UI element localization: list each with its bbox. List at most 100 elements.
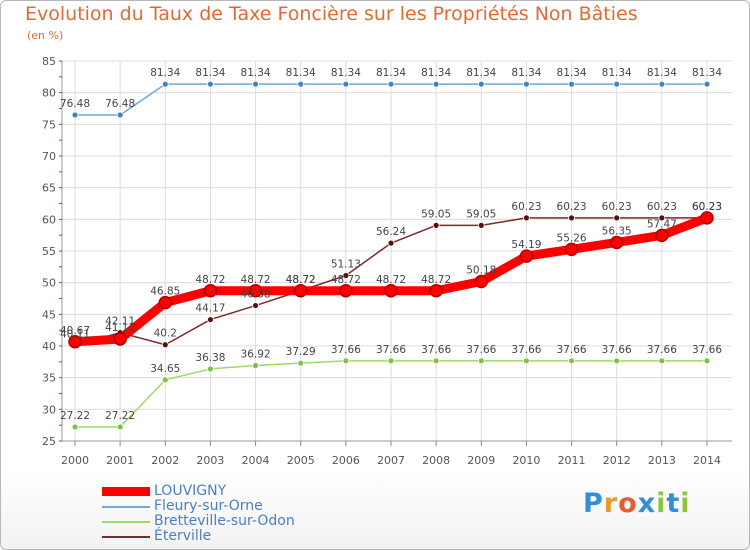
data-point-3 [613, 214, 621, 222]
y-tick-label: 60 [42, 213, 56, 226]
data-point-1 [71, 111, 79, 119]
data-label: 40.67 [60, 325, 90, 337]
data-point-2 [207, 365, 214, 373]
data-point-1 [432, 80, 440, 88]
data-point-3 [207, 316, 214, 323]
data-label: 81.34 [602, 67, 632, 79]
data-point-3 [432, 221, 440, 229]
data-label: 60.23 [511, 201, 541, 213]
data-label: 48.72 [195, 274, 225, 286]
data-label: 27.22 [60, 410, 90, 422]
data-label: 37.66 [692, 344, 722, 356]
y-tick-label: 80 [42, 87, 56, 100]
data-point-2 [161, 376, 169, 384]
data-label: 37.29 [286, 346, 316, 358]
data-label: 60.23 [602, 201, 632, 213]
chart-subtitle: (en %) [27, 29, 64, 42]
data-point-3 [568, 214, 575, 222]
x-tick-label: 2010 [512, 454, 540, 467]
data-label: 36.92 [241, 349, 271, 361]
data-point-0 [113, 332, 127, 346]
data-point-1 [297, 80, 305, 88]
x-tick-label: 2001 [106, 454, 134, 467]
legend-label: Éterville [154, 528, 212, 544]
data-point-1 [477, 80, 485, 88]
data-point-0 [429, 284, 443, 298]
data-label: 48.72 [286, 274, 316, 286]
data-label: 37.66 [647, 344, 677, 356]
data-label: 60.23 [557, 201, 587, 213]
legend-swatch [102, 506, 150, 508]
data-point-3 [252, 302, 259, 309]
legend-swatch [102, 536, 150, 538]
chart-title: Evolution du Taux de Taxe Foncière sur l… [25, 3, 638, 25]
x-tick-label: 2007 [377, 454, 405, 467]
data-label: 56.35 [602, 225, 632, 237]
data-label: 81.34 [511, 67, 541, 79]
data-label: 59.05 [466, 208, 496, 220]
data-point-1 [658, 80, 666, 88]
y-tick-label: 65 [42, 182, 56, 195]
data-label: 40.2 [154, 328, 177, 340]
data-label: 81.34 [241, 67, 271, 79]
data-point-2 [658, 357, 666, 365]
y-tick-label: 45 [42, 308, 56, 321]
legend-item: LOUVIGNY [102, 483, 332, 499]
data-label: 37.66 [511, 344, 541, 356]
data-label: 81.34 [376, 67, 406, 79]
data-point-1 [342, 80, 350, 88]
proxiti-logo: Proxiti [583, 488, 691, 519]
y-tick-label: 30 [42, 403, 56, 416]
x-tick-label: 2008 [422, 454, 450, 467]
data-label: 81.34 [692, 67, 722, 79]
y-tick-label: 35 [42, 372, 56, 385]
data-label: 81.34 [466, 67, 496, 79]
data-point-1 [116, 111, 124, 119]
legend-label: Bretteville-sur-Odon [154, 513, 295, 529]
x-tick-label: 2012 [603, 454, 631, 467]
data-label: 44.17 [195, 303, 225, 315]
logo-letter: t [666, 488, 681, 519]
data-label: 48.72 [241, 274, 271, 286]
data-point-0 [384, 284, 398, 298]
data-label: 81.34 [421, 67, 451, 79]
data-label: 46.38 [241, 289, 271, 301]
data-point-2 [342, 357, 350, 365]
data-label: 48.72 [286, 274, 316, 286]
data-label: 51.13 [331, 259, 361, 271]
data-label: 55.26 [557, 232, 587, 244]
data-point-2 [523, 357, 530, 365]
data-point-3 [387, 239, 395, 247]
y-tick-label: 55 [42, 245, 56, 258]
data-point-0 [68, 335, 82, 349]
data-label: 76.48 [105, 98, 135, 110]
data-label: 81.34 [195, 67, 225, 79]
data-label: 46.85 [150, 286, 180, 298]
data-label: 76.48 [60, 98, 90, 110]
data-label: 60.23 [692, 201, 722, 213]
data-point-2 [613, 357, 621, 365]
data-label: 48.72 [376, 274, 406, 286]
data-point-1 [523, 80, 530, 88]
data-point-2 [71, 423, 79, 431]
data-label: 37.66 [421, 344, 451, 356]
data-label: 57.47 [647, 218, 677, 230]
data-label: 37.66 [557, 344, 587, 356]
x-tick-label: 2005 [287, 454, 315, 467]
data-point-0 [564, 242, 579, 257]
data-point-2 [252, 362, 259, 369]
data-point-0 [203, 284, 218, 298]
data-label: 59.05 [421, 208, 451, 220]
data-point-0 [339, 284, 353, 298]
data-point-1 [613, 80, 621, 88]
x-tick-label: 2006 [332, 454, 360, 467]
data-label: 42.11 [105, 316, 135, 328]
data-label: 81.34 [557, 67, 587, 79]
x-tick-label: 2009 [467, 454, 495, 467]
data-point-1 [387, 80, 395, 88]
logo-letter: i [656, 488, 667, 519]
data-point-1 [568, 80, 575, 88]
data-point-0 [474, 274, 489, 289]
y-tick-label: 25 [42, 435, 56, 448]
